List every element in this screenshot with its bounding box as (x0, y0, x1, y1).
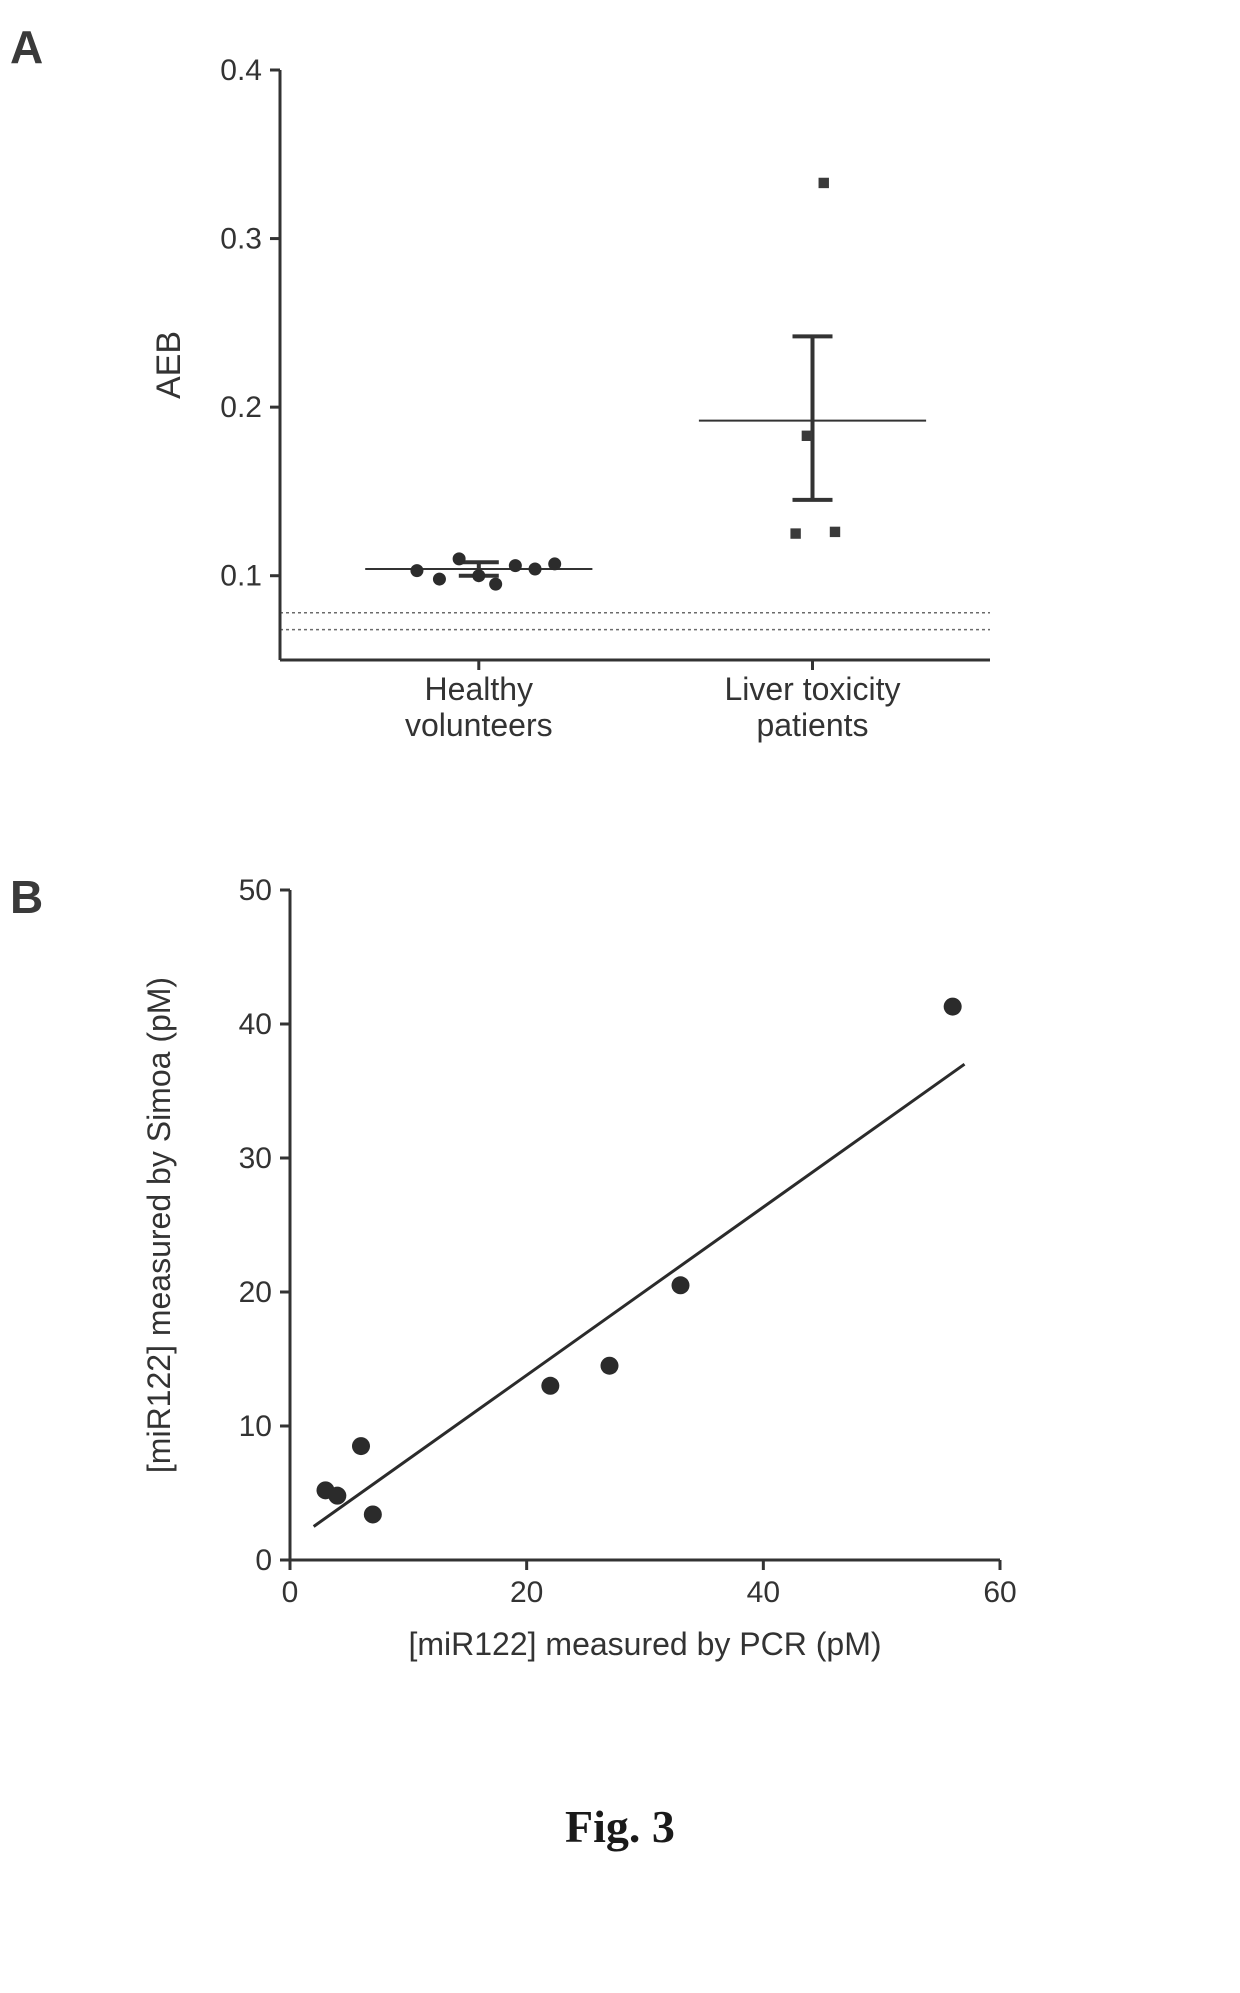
x-axis-label: [miR122] measured by PCR (pM) (408, 1626, 881, 1662)
x-tick-label: 60 (983, 1576, 1016, 1609)
y-tick-label: 0.3 (220, 223, 262, 256)
data-point (944, 998, 962, 1016)
y-tick-label: 0 (255, 1544, 272, 1577)
panel-a-label: A (10, 20, 43, 74)
fit-line (314, 1064, 965, 1526)
x-tick-label: 0 (282, 1576, 299, 1609)
y-tick-label: 0.4 (220, 54, 262, 87)
data-point (802, 431, 812, 441)
data-point (509, 559, 522, 572)
data-point (489, 578, 502, 591)
y-tick-label: 50 (239, 874, 272, 907)
data-point (541, 1377, 559, 1395)
y-axis-label: [miR122] measured by Simoa (pM) (141, 977, 177, 1473)
figure-caption: Fig. 3 (0, 1800, 1240, 1853)
data-point (472, 569, 485, 582)
x-tick-label: 20 (510, 1576, 543, 1609)
x-category-label: Healthy (425, 671, 534, 707)
data-point (548, 557, 561, 570)
data-point (364, 1505, 382, 1523)
data-point (453, 552, 466, 565)
page-root: A B 0.1 0.2 0.3 0.4 Healthyvolunteers Liver t… (0, 0, 1240, 1993)
y-tick-label: 30 (239, 1142, 272, 1175)
y-tick-label: 0.1 (220, 560, 262, 593)
data-point (328, 1487, 346, 1505)
y-tick-label: 20 (239, 1276, 272, 1309)
data-point (352, 1437, 370, 1455)
data-point (433, 573, 446, 586)
data-point (601, 1357, 619, 1375)
data-point (790, 528, 800, 538)
y-tick-label: 0.2 (220, 391, 262, 424)
data-point (672, 1276, 690, 1294)
x-category-label: volunteers (405, 707, 553, 743)
y-axis-label: AEB (150, 331, 188, 399)
panel-a-chart: 0.1 0.2 0.3 0.4 Healthyvolunteers Liver toxic… (130, 40, 1030, 820)
x-tick-label: 40 (747, 1576, 780, 1609)
x-category-label: patients (756, 707, 868, 743)
panel-b-label: B (10, 870, 43, 924)
data-point (819, 178, 829, 188)
x-category-label: Liver toxicity (724, 671, 900, 707)
data-point (529, 562, 542, 575)
y-tick-label: 10 (239, 1410, 272, 1443)
data-point (410, 564, 423, 577)
y-tick-label: 40 (239, 1008, 272, 1041)
data-point (830, 527, 840, 537)
panel-b-chart: 0 20 40 60 0 10 20 30 40 50 [miR122] measured by P… (120, 870, 1040, 1700)
